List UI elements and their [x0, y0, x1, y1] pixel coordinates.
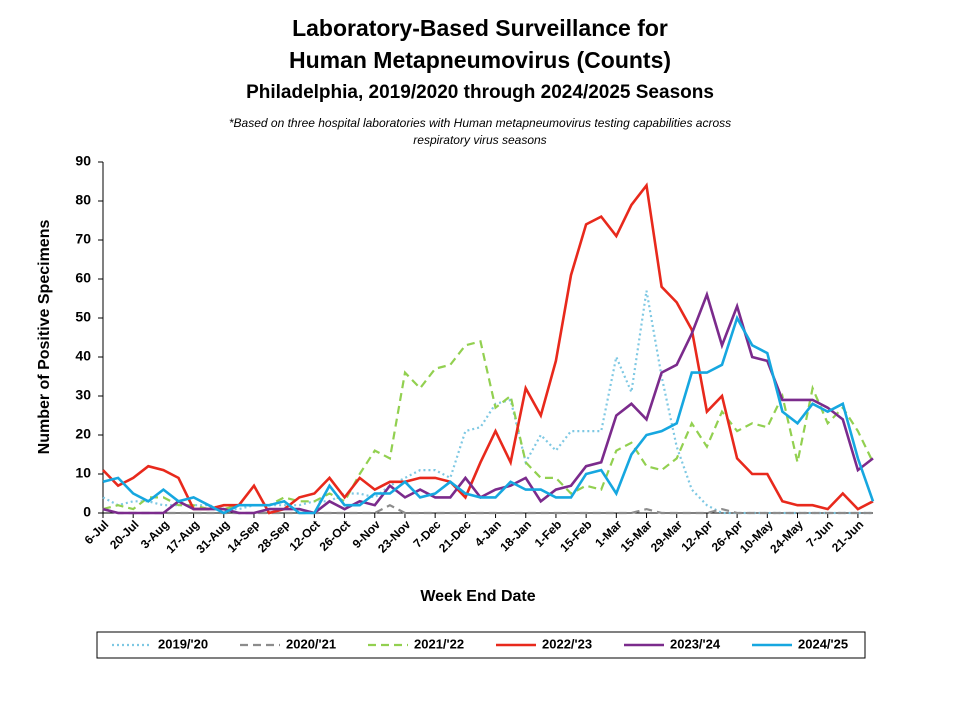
legend-label: 2024/'25: [798, 636, 848, 651]
x-tick-label: 20-Jul: [107, 517, 141, 551]
x-tick-label: 15-Feb: [557, 517, 594, 554]
legend-label: 2022/'23: [542, 636, 592, 651]
y-tick-label: 90: [75, 153, 91, 169]
y-tick-label: 10: [75, 465, 91, 481]
series-line: [102, 340, 874, 511]
series-line: [102, 290, 873, 515]
y-tick-label: 0: [83, 504, 91, 520]
y-tick-label: 70: [75, 231, 91, 247]
x-tick-label: 28-Sep: [255, 517, 293, 555]
series-line: [102, 314, 875, 515]
x-axis-title: Week End Date: [420, 588, 535, 605]
x-tick-label: 18-Jan: [497, 517, 534, 554]
chart-title: Human Metapneumovirus (Counts): [289, 47, 671, 73]
x-tick-label: 26-Oct: [317, 517, 353, 553]
x-tick-label: 21-Dec: [436, 517, 474, 555]
y-axis-title: Number of Positive Specimens: [36, 220, 53, 455]
legend-label: 2021/'22: [414, 636, 464, 651]
y-tick-label: 60: [75, 270, 91, 286]
x-tick-label: 29-Mar: [648, 517, 685, 554]
x-tick-label: 14-Sep: [225, 517, 263, 555]
y-tick-label: 80: [75, 192, 91, 208]
x-tick-label: 12-Oct: [286, 517, 322, 553]
y-tick-label: 30: [75, 387, 91, 403]
y-tick-label: 50: [75, 309, 91, 325]
x-tick-label: 23-Nov: [375, 517, 413, 555]
x-tick-label: 12-Apr: [679, 517, 716, 554]
chart-title: Laboratory-Based Surveillance for: [292, 15, 668, 41]
series-line: [102, 182, 874, 515]
x-tick-label: 15-Mar: [618, 517, 655, 554]
chart-subtitle: Philadelphia, 2019/2020 through 2024/202…: [246, 82, 714, 103]
x-tick-label: 31-Aug: [193, 517, 232, 556]
legend-box: [96, 631, 866, 659]
series-line: [102, 290, 874, 515]
y-tick-label: 40: [75, 348, 91, 364]
x-tick-label: 21-Jun: [829, 517, 866, 554]
x-tick-label: 24-May: [767, 517, 806, 556]
y-tick-label: 20: [75, 426, 91, 442]
legend-label: 2020/'21: [286, 636, 336, 651]
note: *Based on three hospital laboratories wi…: [229, 116, 731, 130]
legend-label: 2023/'24: [670, 636, 721, 651]
legend-label: 2019/'20: [158, 636, 208, 651]
x-tick-label: 17-Aug: [163, 517, 202, 556]
note: respiratory virus seasons: [413, 133, 546, 147]
